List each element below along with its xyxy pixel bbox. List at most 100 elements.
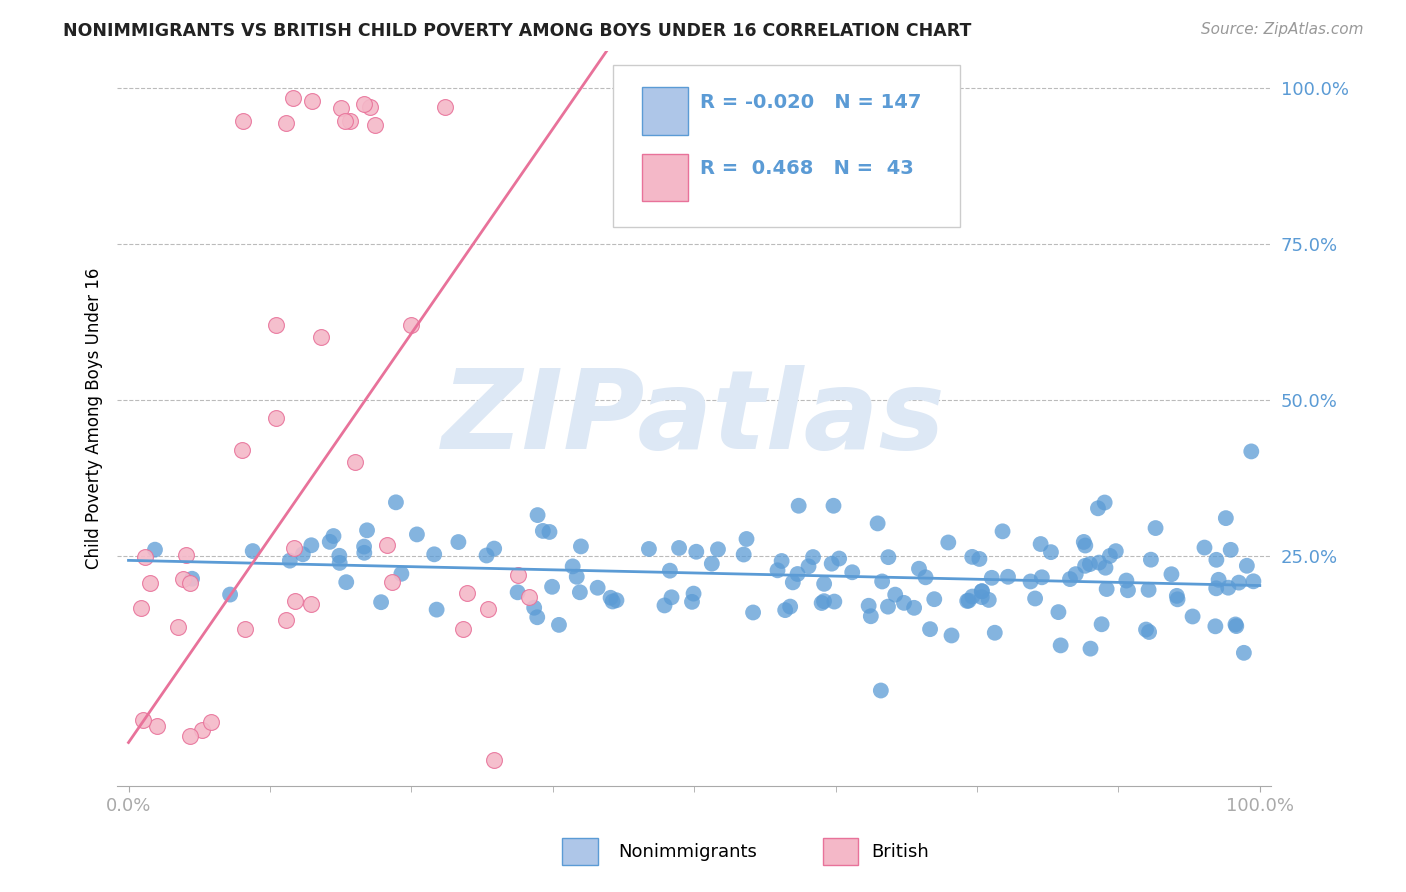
Point: [766, 563, 789, 577]
Point: [538, 524, 561, 539]
Point: [970, 584, 993, 599]
Point: [406, 527, 429, 541]
Point: [278, 554, 301, 568]
Point: [599, 591, 621, 605]
Point: [1088, 556, 1111, 570]
Text: R =  0.468   N =  43: R = 0.468 N = 43: [700, 159, 914, 178]
Point: [508, 568, 530, 582]
Point: [231, 442, 253, 457]
Point: [970, 584, 993, 599]
Bar: [643, 153, 689, 202]
Point: [821, 557, 844, 571]
Point: [605, 593, 627, 607]
Point: [787, 499, 810, 513]
Point: [1087, 501, 1109, 516]
Point: [526, 508, 548, 522]
Point: [969, 552, 991, 566]
Point: [451, 622, 474, 636]
Point: [1080, 641, 1102, 656]
Point: [447, 535, 470, 549]
Point: [319, 534, 342, 549]
Text: Nonimmigrants: Nonimmigrants: [619, 843, 758, 861]
Point: [801, 550, 824, 565]
Point: [353, 96, 375, 111]
Point: [957, 593, 980, 607]
Point: [870, 574, 893, 589]
Point: [962, 590, 984, 604]
Point: [565, 570, 588, 584]
Point: [956, 594, 979, 608]
Point: [685, 545, 707, 559]
Point: [859, 609, 882, 624]
Point: [908, 562, 931, 576]
Point: [423, 547, 446, 561]
Point: [1137, 582, 1160, 597]
Point: [233, 622, 256, 636]
Point: [1019, 574, 1042, 589]
Point: [770, 554, 793, 568]
Point: [1144, 521, 1167, 535]
Point: [936, 535, 959, 549]
Point: [329, 556, 352, 570]
Point: [353, 540, 375, 554]
Point: [991, 524, 1014, 539]
Text: R = -0.020   N = 147: R = -0.020 N = 147: [700, 93, 921, 112]
Point: [541, 580, 564, 594]
Point: [1219, 542, 1241, 557]
Point: [893, 596, 915, 610]
FancyBboxPatch shape: [613, 65, 959, 227]
Point: [301, 94, 323, 108]
Point: [813, 577, 835, 591]
Point: [1098, 549, 1121, 563]
Point: [299, 538, 322, 552]
Point: [980, 571, 1002, 585]
Point: [426, 602, 449, 616]
Point: [668, 541, 690, 555]
Point: [456, 586, 478, 600]
Point: [1215, 511, 1237, 525]
Point: [823, 499, 845, 513]
Point: [356, 524, 378, 538]
Point: [176, 548, 198, 562]
Point: [733, 548, 755, 562]
Point: [742, 606, 765, 620]
Point: [385, 495, 408, 509]
Point: [283, 541, 305, 556]
Point: [548, 618, 571, 632]
Point: [274, 116, 297, 130]
Point: [526, 610, 548, 624]
Point: [650, 100, 672, 114]
Point: [477, 602, 499, 616]
Point: [661, 591, 683, 605]
Point: [918, 622, 941, 636]
Point: [179, 729, 201, 743]
Point: [1073, 535, 1095, 549]
Point: [779, 599, 801, 614]
Point: [1115, 574, 1137, 588]
Point: [658, 564, 681, 578]
Point: [219, 588, 242, 602]
Point: [922, 592, 945, 607]
Point: [984, 625, 1007, 640]
Point: [353, 546, 375, 560]
Point: [191, 723, 214, 737]
Point: [970, 590, 993, 604]
Point: [232, 114, 254, 128]
Point: [1225, 619, 1247, 633]
Point: [1049, 639, 1071, 653]
Point: [786, 567, 808, 582]
Point: [143, 542, 166, 557]
Point: [561, 559, 583, 574]
Point: [1205, 582, 1227, 596]
Point: [335, 575, 357, 590]
Point: [370, 595, 392, 609]
Point: [1064, 567, 1087, 582]
Point: [654, 599, 676, 613]
Point: [1135, 623, 1157, 637]
Point: [586, 581, 609, 595]
Point: [1116, 583, 1139, 598]
Point: [322, 529, 344, 543]
Point: [519, 590, 541, 604]
Point: [1218, 581, 1240, 595]
Point: [281, 90, 304, 104]
